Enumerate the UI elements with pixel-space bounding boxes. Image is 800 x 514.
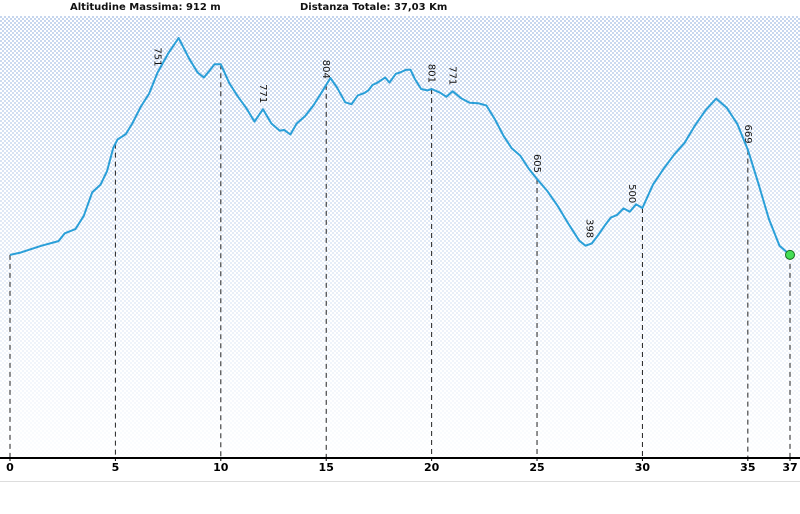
- x-tick-label: 15: [319, 461, 334, 474]
- bottom-rule: [0, 481, 800, 482]
- end-marker: [785, 249, 795, 260]
- total-distance-value: 37,03 Km: [393, 2, 448, 13]
- grid-fade: [0, 16, 800, 457]
- elevation-label: 669: [742, 125, 753, 144]
- elevation-label: 804: [320, 60, 331, 79]
- x-tick-label: 20: [424, 461, 440, 474]
- max-altitude-header: Altitudine Massima: 912 m: [70, 2, 221, 13]
- elevation-label: 771: [447, 66, 458, 85]
- max-altitude-label: Altitudine Massima: [70, 2, 179, 13]
- x-tick-label: 25: [529, 461, 544, 474]
- elevation-label: 500: [626, 184, 637, 203]
- elevation-label: 398: [584, 219, 595, 238]
- x-tick-label: 5: [112, 461, 120, 474]
- x-tick-label: 37: [782, 461, 797, 474]
- total-distance-header: Distanza Totale: 37,03 Km: [300, 2, 448, 13]
- elevation-label: 605: [531, 154, 542, 173]
- elevation-label: 771: [257, 84, 268, 103]
- elevation-line: [9, 37, 791, 256]
- max-altitude-value: 912 m: [185, 2, 221, 13]
- elevation-label: 751: [152, 47, 163, 66]
- x-tick-label: 30: [635, 461, 651, 474]
- elevation-label: 801: [426, 64, 437, 83]
- x-axis: [0, 457, 800, 459]
- x-tick-label: 35: [740, 461, 755, 474]
- x-tick-label: 0: [6, 461, 14, 474]
- x-tick-label: 10: [213, 461, 229, 474]
- total-distance-label: Distanza Totale: [300, 2, 387, 13]
